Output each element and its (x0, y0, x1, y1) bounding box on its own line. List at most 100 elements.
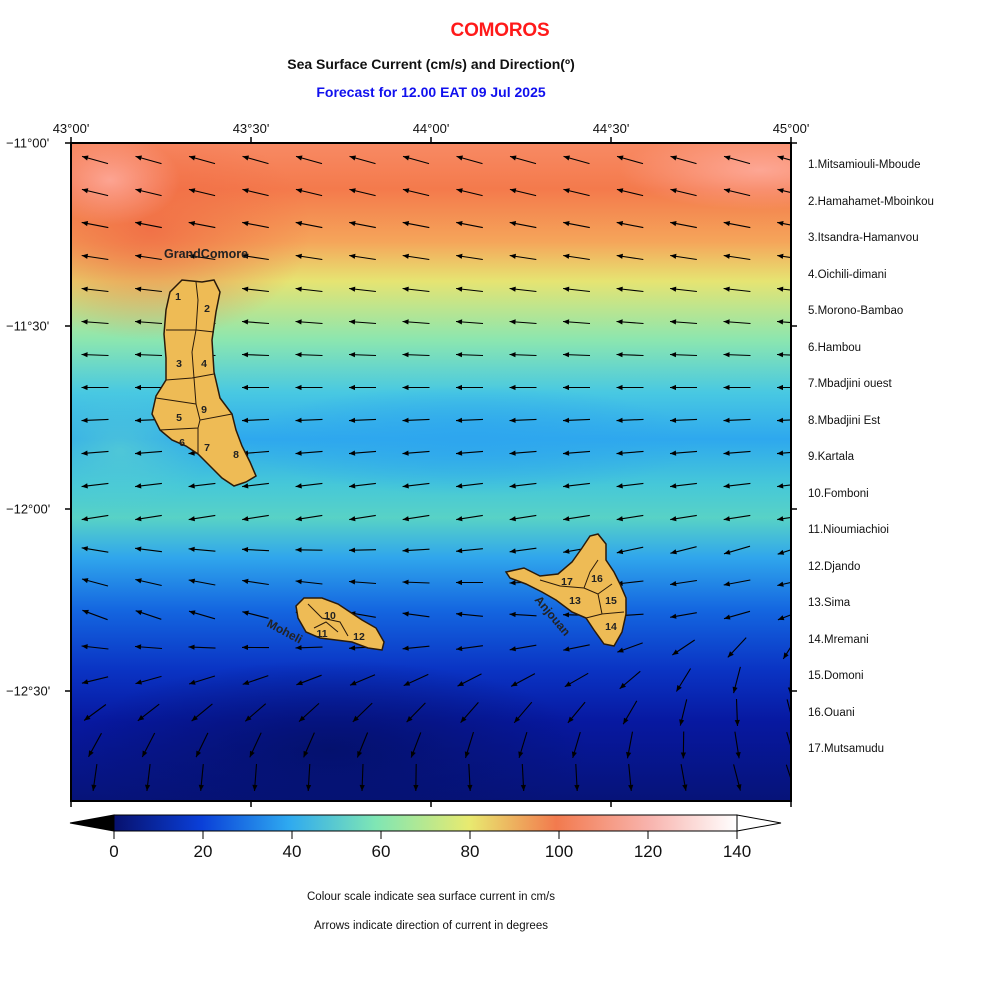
current-arrow-head (670, 253, 677, 259)
current-arrow-head (777, 319, 784, 325)
region-number: 13 (569, 595, 581, 607)
current-arrow-head (349, 645, 356, 651)
current-arrow-head (81, 679, 89, 685)
current-arrow-head (670, 155, 677, 161)
current-arrow-head (456, 483, 463, 489)
current-arrow-head (777, 155, 784, 161)
current-arrow-head (456, 188, 463, 194)
current-arrow-head (403, 680, 411, 686)
current-arrow-head (464, 751, 470, 758)
current-arrow-head (679, 719, 685, 726)
current-arrow-head (81, 384, 88, 391)
current-arrow-head (456, 548, 463, 554)
region-number: 6 (179, 437, 185, 449)
current-arrow-head (456, 155, 463, 161)
current-arrow-head (456, 579, 462, 586)
current-arrow-head (82, 609, 89, 615)
current-arrow-head (616, 286, 623, 292)
current-arrow-head (509, 417, 516, 423)
current-arrow-head (295, 547, 302, 553)
current-arrow-head (670, 417, 677, 423)
current-arrow-head (349, 417, 356, 423)
current-arrow-head (727, 651, 734, 658)
lat-label-12-30: −12°30' (6, 683, 51, 699)
current-arrow-head (403, 155, 410, 161)
current-arrow-head (402, 483, 409, 489)
colorbar (69, 814, 782, 839)
current-arrow-head (723, 188, 731, 194)
current-arrow-head (296, 680, 303, 686)
current-arrow-head (296, 155, 303, 161)
current-arrow-head (295, 188, 303, 194)
current-arrow-head (349, 547, 356, 553)
current-arrow-head (777, 581, 784, 587)
current-arrow-head (616, 450, 623, 456)
current-arrow-head (723, 253, 730, 259)
colorbar-tick: 120 (633, 842, 663, 861)
lon-label-44-30: 44°30' (592, 121, 630, 136)
current-arrow-head (777, 188, 784, 194)
current-arrow-head (188, 188, 196, 194)
current-arrow-head (563, 155, 570, 161)
current-arrow-head (563, 352, 570, 358)
current-arrow-head (81, 221, 89, 227)
current-arrow-head (349, 450, 356, 456)
current-arrow-head (723, 516, 730, 522)
current-arrow-head (670, 450, 677, 456)
current-arrow-head (349, 516, 356, 522)
current-arrow-head (563, 612, 570, 618)
legend-item: 10.Fomboni (808, 488, 869, 500)
current-arrow-head (563, 548, 570, 554)
current-arrow-head (295, 384, 302, 391)
current-arrow-head (242, 680, 250, 685)
region-number: 15 (605, 595, 617, 607)
lon-label-45-00: 45°00' (772, 121, 810, 136)
current-arrow-head (670, 221, 677, 227)
current-arrow-head (777, 549, 785, 555)
current-arrow-head (509, 188, 517, 194)
current-arrow-head (456, 286, 463, 292)
current-arrow-head (242, 319, 249, 325)
current-arrow-head (616, 253, 623, 259)
current-arrow-head (142, 750, 148, 757)
current-arrow-head (510, 155, 517, 161)
current-arrow-head (456, 516, 463, 522)
current-arrow-head (509, 221, 517, 227)
current-arrow-head (723, 450, 730, 456)
current-arrow-head (670, 483, 677, 489)
current-arrow-head (81, 483, 88, 489)
legend-item: 7.Mbadjini ouest (808, 378, 892, 390)
current-arrow-head (135, 578, 142, 584)
current-arrow-head (509, 548, 516, 554)
current-arrow-head (406, 716, 413, 723)
current-arrow-head (670, 188, 677, 194)
current-arrow-head (777, 253, 784, 259)
current-arrow-head (88, 750, 94, 757)
grand-comore-label: GrandComore (164, 247, 248, 261)
region-number: 11 (316, 628, 327, 640)
current-arrow-head (135, 679, 142, 685)
current-arrow-head (84, 714, 91, 721)
current-arrow-head (563, 286, 570, 292)
current-arrow-head (135, 155, 142, 161)
current-arrow-head (732, 686, 738, 694)
current-arrow-head (456, 417, 463, 423)
legend-item: 15.Domoni (808, 670, 864, 682)
current-arrow-head (295, 483, 302, 489)
current-arrow-head (402, 547, 409, 553)
current-arrow-head (135, 253, 142, 259)
current-arrow-head (91, 784, 97, 791)
current-arrow-head (723, 384, 730, 391)
current-arrow-head (402, 611, 409, 617)
lat-label-11-30: −11°30' (6, 318, 50, 334)
current-arrow-head (777, 417, 784, 423)
current-arrow-head (402, 352, 409, 358)
note-arrows: Arrows indicate direction of current in … (314, 920, 548, 932)
current-arrow-head (350, 680, 357, 686)
region-number: 12 (353, 631, 365, 643)
lon-label-44-00: 44°00' (412, 121, 450, 136)
current-arrow-head (402, 645, 409, 651)
current-arrow-head (349, 319, 356, 325)
current-arrow-head (188, 221, 196, 227)
current-field: GrandComore Moheli Anjouan 1 2 3 4 5 6 7… (71, 143, 791, 801)
